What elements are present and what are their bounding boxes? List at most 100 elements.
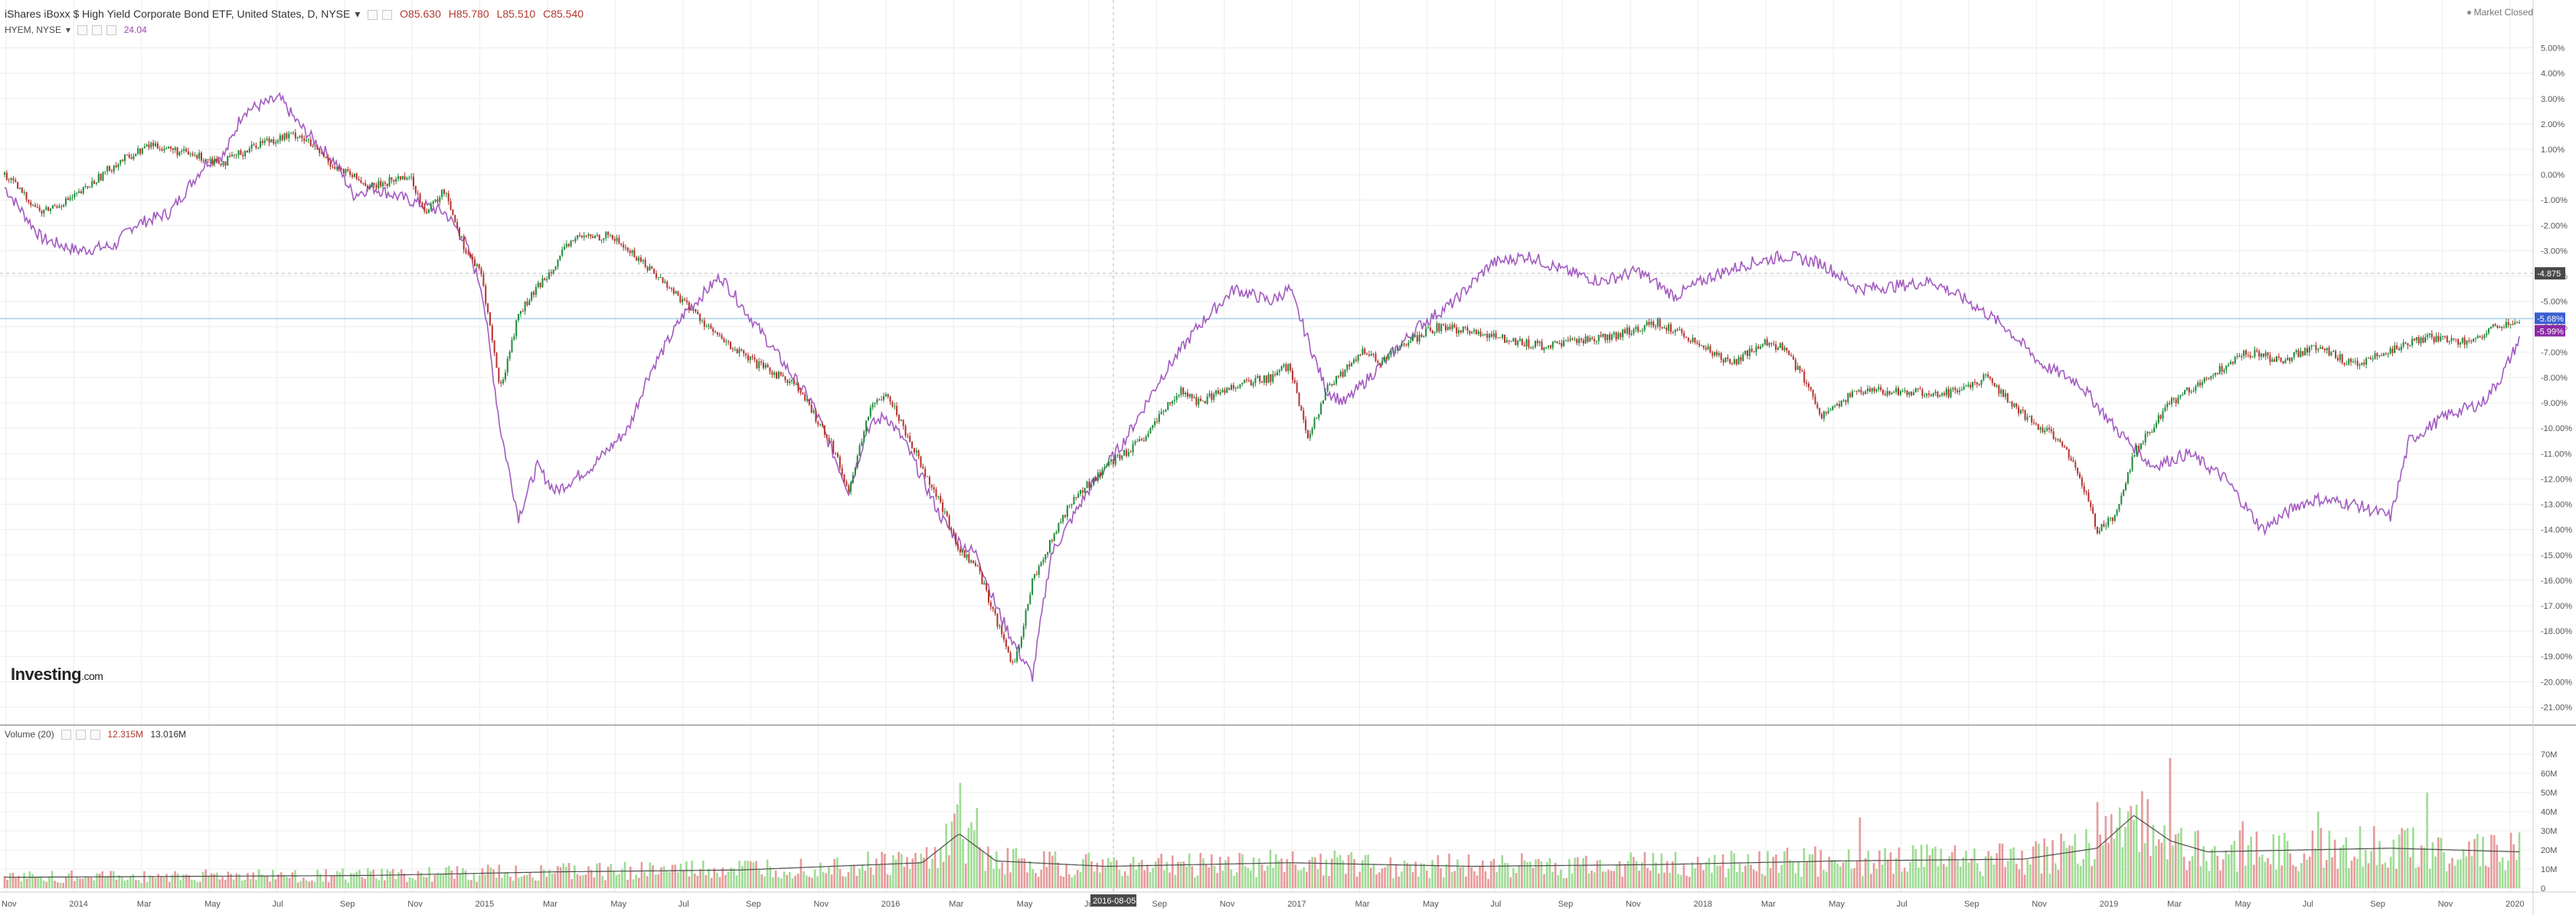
volume-bar: [1367, 855, 1369, 888]
volume-bar: [1481, 860, 1484, 888]
volume-bar: [576, 874, 579, 888]
hyg-candle: [80, 191, 82, 194]
compare-remove-icon[interactable]: [106, 25, 117, 36]
volume-bar: [1104, 867, 1107, 888]
hyg-candle: [583, 235, 585, 238]
volume-bar: [1456, 859, 1459, 888]
hyg-candle: [156, 143, 159, 149]
hyg-candle: [777, 371, 780, 379]
hyg-candle: [1201, 400, 1204, 402]
hyg-candle: [531, 292, 533, 301]
hyg-candle: [1038, 566, 1040, 575]
volume-bar: [1177, 861, 1179, 888]
hyg-candle: [1047, 552, 1049, 555]
hyg-candle: [830, 440, 832, 442]
volume-bar: [2381, 864, 2384, 888]
hyg-candle: [1873, 387, 1875, 392]
volume-bar: [1716, 865, 1719, 888]
hyg-candle: [1492, 333, 1495, 337]
volume-bar: [660, 867, 662, 888]
volume-bar: [582, 874, 584, 888]
open-value: O85.630: [400, 8, 441, 20]
volume-hide-icon[interactable]: [61, 730, 72, 740]
hyg-candle: [391, 177, 393, 180]
volume-bar: [606, 866, 610, 888]
volume-bar: [355, 871, 358, 888]
hyg-candle: [1972, 381, 1974, 388]
hyg-candle: [957, 544, 959, 550]
market-status-text: Market Closed: [2473, 7, 2533, 18]
volume-bar: [593, 877, 596, 888]
volume-bar: [931, 858, 933, 888]
hyg-candle: [1306, 430, 1309, 439]
volume-bar: [31, 874, 34, 888]
compare-hide-icon[interactable]: [77, 25, 88, 36]
hyg-candle: [699, 314, 701, 322]
volume-bar: [1509, 877, 1512, 888]
volume-bar: [1484, 871, 1487, 888]
hyg-candle: [2343, 362, 2346, 364]
volume-bar: [713, 868, 716, 888]
hyg-candle: [1106, 466, 1108, 468]
x-tick-label: Mar: [543, 900, 557, 909]
hyg-candle: [1806, 382, 1808, 384]
volume-bar: [1694, 868, 1696, 888]
hyg-candle: [1473, 329, 1475, 332]
volume-bar: [126, 879, 129, 888]
hyg-candle: [1503, 335, 1505, 343]
volume-bar: [2487, 867, 2490, 888]
hyg-candle: [1447, 326, 1449, 331]
volume-bar: [1403, 861, 1406, 888]
volume-bar: [1496, 872, 1498, 888]
symbol-title[interactable]: iShares iBoxx $ High Yield Corporate Bon…: [5, 8, 351, 20]
compare-symbol[interactable]: HYEM, NYSE: [5, 25, 62, 35]
hyg-candle: [1385, 357, 1388, 360]
hyg-candle: [1231, 384, 1233, 390]
hyg-candle: [414, 186, 417, 194]
hyg-candle: [2346, 364, 2348, 365]
x-tick-label: Mar: [1355, 900, 1370, 909]
hyg-candle: [1737, 357, 1740, 364]
hyg-candle: [1770, 342, 1773, 344]
volume-bar: [1858, 817, 1862, 888]
volume-label[interactable]: Volume (20): [5, 729, 54, 740]
vol-tick-label: 40M: [2541, 808, 2557, 817]
compare-settings-icon[interactable]: [92, 25, 103, 36]
hyg-candle: [2124, 483, 2127, 490]
settings-icon[interactable]: [382, 9, 393, 20]
hyg-candle: [524, 302, 526, 312]
volume-bar: [570, 878, 574, 888]
volume-bar: [708, 868, 710, 888]
hyg-candle: [928, 476, 930, 485]
volume-bar: [2462, 851, 2465, 888]
hyg-candle: [1479, 331, 1482, 336]
volume-bar: [1604, 871, 1607, 888]
hyg-candle: [1650, 322, 1652, 325]
hyg-candle: [942, 502, 944, 512]
volume-bar: [1638, 871, 1640, 888]
hyg-candle: [1287, 364, 1290, 371]
volume-bar: [1157, 858, 1160, 888]
volume-bar: [137, 880, 140, 888]
volume-bar: [1669, 872, 1672, 888]
hide-icon[interactable]: [368, 9, 378, 20]
volume-bar: [2040, 874, 2043, 888]
hyg-candle: [896, 406, 898, 415]
hyg-candle: [229, 155, 231, 157]
hyg-candle: [1477, 331, 1479, 335]
hyg-candle: [651, 266, 653, 269]
compare-caret[interactable]: ▾: [66, 25, 71, 35]
compare-value: 24.04: [123, 25, 147, 35]
hyg-candle: [953, 530, 955, 534]
hyg-candle: [620, 243, 623, 245]
hyg-candle: [1171, 400, 1173, 404]
hyg-candle: [1875, 389, 1878, 392]
volume-remove-icon[interactable]: [90, 730, 101, 740]
title-caret[interactable]: ▾: [355, 8, 361, 20]
volume-bar: [428, 867, 430, 888]
vol-tick-label: 60M: [2541, 770, 2557, 779]
volume-settings-icon[interactable]: [76, 730, 87, 740]
volume-bar: [1126, 875, 1129, 888]
hyg-candle: [822, 423, 824, 426]
